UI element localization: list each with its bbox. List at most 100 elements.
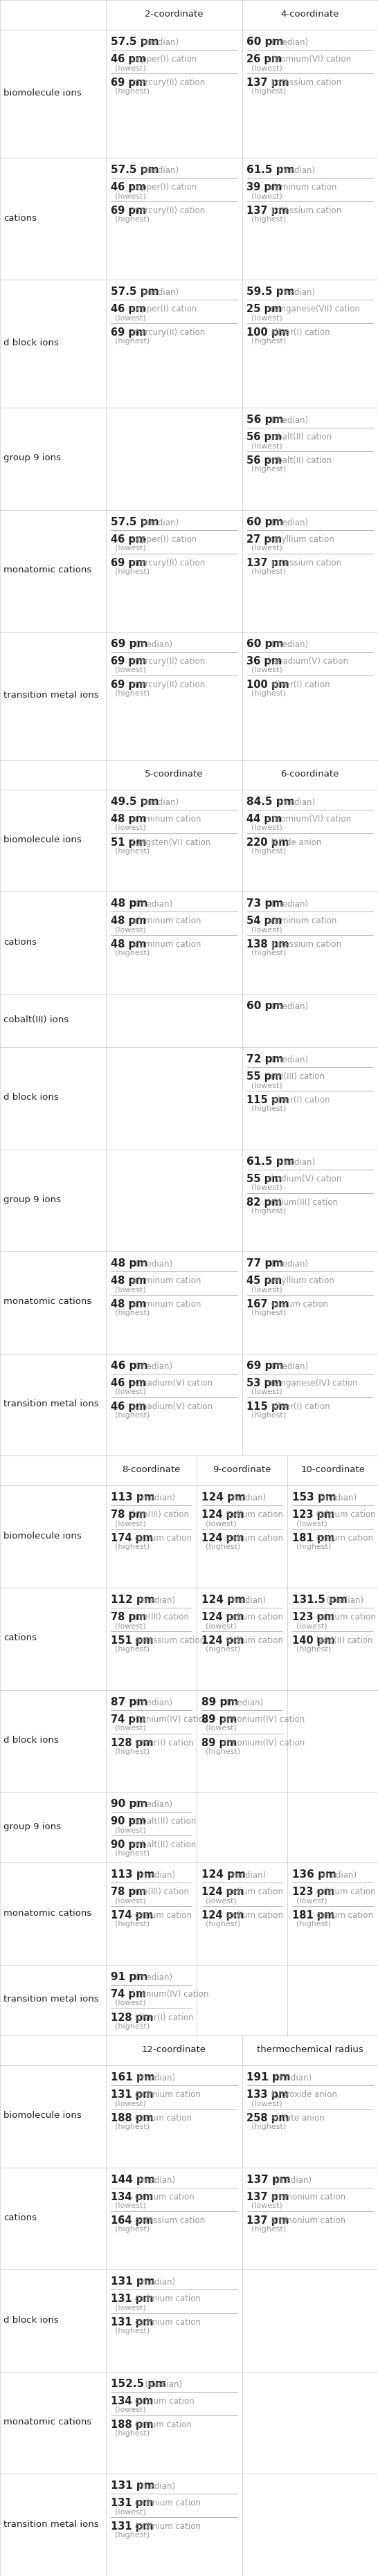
Text: 131 pm: 131 pm [111, 2522, 153, 2532]
Text: (lowest): (lowest) [115, 1723, 146, 1731]
Text: mercury(II) cation: mercury(II) cation [129, 206, 205, 216]
Text: (lowest): (lowest) [115, 927, 146, 933]
Text: 69 pm: 69 pm [111, 206, 146, 216]
Text: (median): (median) [266, 639, 308, 649]
Text: (highest): (highest) [251, 951, 286, 956]
Bar [242, 2066, 378, 2166]
Text: 77 pm: 77 pm [247, 1260, 284, 1270]
Text: (lowest): (lowest) [251, 927, 282, 933]
Text: 53 pm: 53 pm [247, 1378, 282, 1388]
Bar [0, 0, 106, 31]
Text: cesium cation: cesium cation [314, 1911, 373, 1919]
Text: cations: cations [3, 214, 37, 222]
Text: (highest): (highest) [115, 1543, 150, 1551]
Bar [106, 891, 242, 994]
Text: (highest): (highest) [115, 2022, 150, 2030]
Text: (highest): (highest) [251, 1208, 286, 1213]
Bar [0, 2473, 106, 2576]
Text: sodium cation: sodium cation [223, 1911, 283, 1919]
Bar [0, 157, 106, 281]
Text: (median): (median) [266, 1002, 308, 1012]
Bar [106, 1690, 197, 1793]
Text: (median): (median) [266, 1363, 308, 1370]
Bar [106, 1862, 197, 1965]
Text: iridium(III) cation: iridium(III) cation [265, 1198, 338, 1206]
Text: 73 pm: 73 pm [247, 899, 284, 909]
Bar [106, 281, 242, 407]
Text: (lowest): (lowest) [115, 1899, 146, 1904]
Text: silver(I) cation: silver(I) cation [268, 680, 330, 688]
Text: (median): (median) [266, 899, 308, 909]
Text: calcium cation: calcium cation [132, 2192, 194, 2202]
Text: 48 pm: 48 pm [111, 1275, 146, 1285]
Text: biomolecule ions: biomolecule ions [3, 1533, 82, 1540]
Text: ammonium cation: ammonium cation [268, 2215, 345, 2226]
Text: cadmium cation: cadmium cation [132, 2089, 201, 2099]
Text: (lowest): (lowest) [206, 1520, 237, 1528]
Text: 78 pm: 78 pm [111, 1613, 146, 1623]
Text: 164 pm: 164 pm [111, 2215, 153, 2226]
Text: vanadium(V) cation: vanadium(V) cation [129, 1401, 212, 1412]
Bar [0, 788, 106, 891]
Text: (highest): (highest) [115, 951, 150, 956]
Text: potassium cation: potassium cation [268, 77, 341, 88]
Text: cadmium cation: cadmium cation [132, 2522, 201, 2532]
Text: (lowest): (lowest) [251, 193, 282, 198]
Text: 39 pm: 39 pm [247, 183, 282, 193]
Text: (lowest): (lowest) [251, 64, 282, 72]
Text: 152.5 pm: 152.5 pm [111, 2378, 166, 2388]
Text: (median): (median) [224, 1870, 266, 1880]
Bar [242, 788, 378, 891]
Text: silver(I) cation: silver(I) cation [268, 327, 330, 337]
Text: (lowest): (lowest) [251, 314, 282, 322]
Text: hydroxide anion: hydroxide anion [268, 2089, 337, 2099]
Text: 90 pm: 90 pm [111, 1816, 146, 1826]
Text: silver(I) cation: silver(I) cation [268, 1401, 330, 1412]
Text: 124 pm: 124 pm [201, 1492, 246, 1502]
Text: 113 pm: 113 pm [111, 1492, 155, 1502]
Text: (lowest): (lowest) [251, 1285, 282, 1293]
Text: 181 pm: 181 pm [292, 1533, 335, 1543]
Text: (highest): (highest) [115, 2532, 150, 2540]
Text: (median): (median) [136, 167, 179, 175]
Text: (lowest): (lowest) [115, 2509, 146, 2514]
Text: titanium(IV) cation: titanium(IV) cation [129, 1989, 208, 1999]
Text: (highest): (highest) [115, 2429, 150, 2437]
Bar [242, 510, 378, 631]
Text: aluminum cation: aluminum cation [129, 814, 201, 824]
Bar [242, 994, 378, 1048]
Text: 137 pm: 137 pm [247, 2192, 289, 2202]
Bar [242, 2473, 378, 2576]
Text: cadmium cation: cadmium cation [132, 2318, 201, 2326]
Bar [0, 407, 106, 510]
Text: 46 pm: 46 pm [111, 1360, 148, 1370]
Text: aluminum cation: aluminum cation [129, 1275, 201, 1285]
Text: (median): (median) [140, 2380, 182, 2388]
Text: 48 pm: 48 pm [111, 1260, 148, 1270]
Text: (highest): (highest) [115, 88, 150, 95]
Bar [106, 2269, 242, 2372]
Text: 89 pm: 89 pm [201, 1713, 237, 1723]
Text: 48 pm: 48 pm [111, 917, 146, 927]
Text: (lowest): (lowest) [115, 1623, 146, 1628]
Text: (median): (median) [133, 2483, 175, 2491]
Text: (highest): (highest) [115, 337, 150, 345]
Bar [242, 1352, 378, 1455]
Bar [0, 1486, 106, 1587]
Bar [242, 281, 378, 407]
Text: (lowest): (lowest) [251, 544, 282, 551]
Bar [106, 0, 242, 31]
Text: cesium cation: cesium cation [132, 1535, 192, 1543]
Text: (lowest): (lowest) [251, 1185, 282, 1190]
Text: beryllium cation: beryllium cation [265, 1275, 334, 1285]
Text: (lowest): (lowest) [115, 314, 146, 322]
Text: iron(III) cation: iron(III) cation [129, 1613, 189, 1623]
Text: monatomic cations: monatomic cations [3, 567, 91, 574]
Text: 131.5 pm: 131.5 pm [292, 1595, 347, 1605]
Bar [242, 760, 378, 788]
Text: 55 pm: 55 pm [247, 1175, 282, 1185]
Text: 57.5 pm: 57.5 pm [111, 518, 159, 528]
Text: potassium cation: potassium cation [268, 206, 341, 216]
Text: 174 pm: 174 pm [111, 1911, 153, 1922]
Text: 144 pm: 144 pm [111, 2174, 155, 2184]
